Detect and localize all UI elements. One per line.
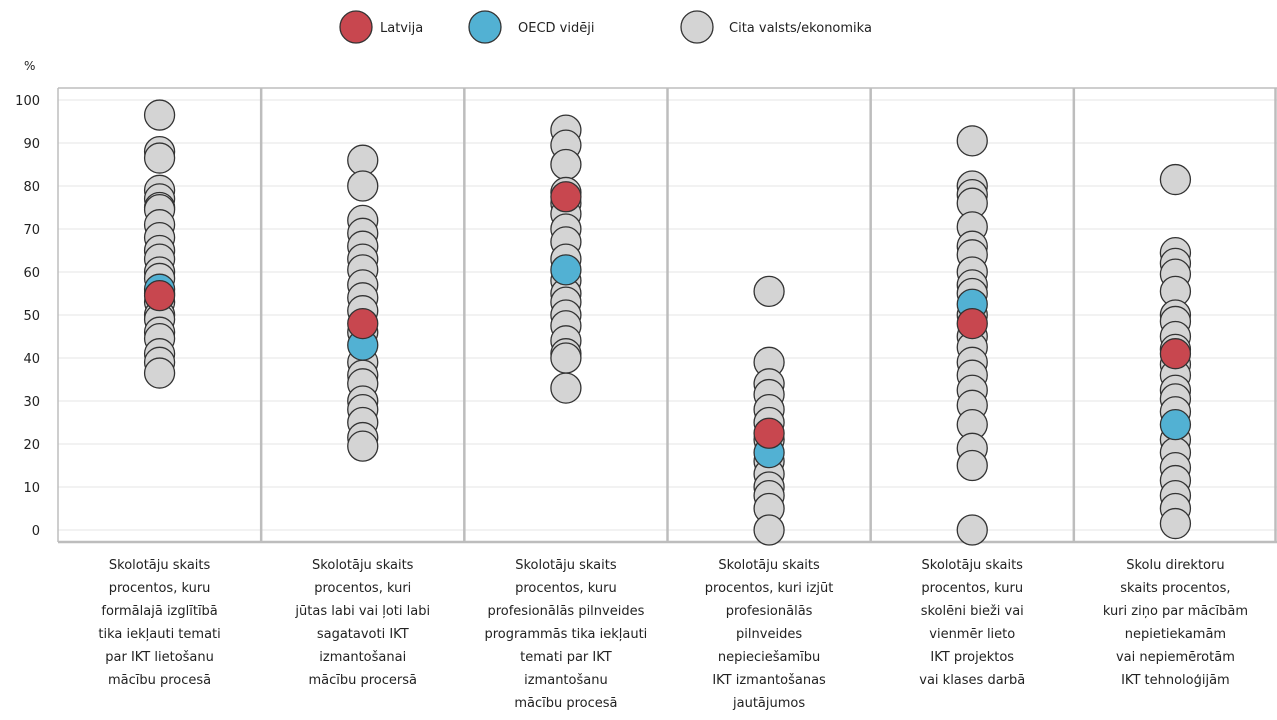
y-tick-label: 100 (15, 94, 40, 109)
category-labels: Skolotāju skaits procentos, kuru formālajā… (98, 558, 1248, 711)
y-tick-label: 70 (23, 223, 40, 238)
category-label-3: Skolotāju skaits procentos, kuru profesion… (485, 558, 648, 711)
point-latvija (143, 279, 176, 312)
point-latvija (753, 417, 785, 449)
legend-label-1: Latvija (380, 21, 423, 36)
category-label-5: Skolotāju skaits procentos, kuru skolēni b… (919, 558, 1025, 688)
legend-marker-1 (339, 10, 373, 44)
legend-marker-3 (680, 10, 714, 44)
point-oecd-average (550, 254, 582, 286)
y-tick-label: 80 (23, 180, 40, 195)
legend-label-3: Cita valsts/ekonomika (729, 21, 872, 36)
point-other-country (550, 372, 582, 404)
point-other-country (143, 99, 176, 131)
legend: Latvija OECD vidēji Cita valsts/ekonomika (339, 10, 872, 44)
category-label-4: Skolotāju skaits procentos, kuri izjūt pro… (705, 558, 834, 711)
y-axis-unit-label: % (24, 59, 35, 73)
point-other-country (347, 430, 379, 462)
panels (57, 87, 1277, 544)
point-latvija (956, 307, 988, 340)
point-other-country (143, 357, 176, 389)
point-other-country (956, 449, 988, 482)
category-label-6: Skolu direktoru skaits procentos, kuri ziņ… (1103, 558, 1248, 688)
y-tick-label: 0 (32, 524, 40, 539)
y-tick-label: 10 (23, 481, 40, 496)
point-other-country (1159, 163, 1192, 196)
y-tick-label: 30 (23, 395, 40, 410)
y-tick-label: 90 (23, 137, 40, 152)
point-latvija (1159, 338, 1192, 370)
point-other-country (550, 148, 582, 181)
point-other-country (753, 275, 785, 308)
category-label-2: Skolotāju skaits procentos, kuri jūtas lab… (294, 558, 430, 688)
legend-marker-2 (468, 10, 502, 44)
point-other-country (956, 125, 988, 157)
point-other-country (956, 514, 988, 546)
y-tick-label: 60 (23, 266, 40, 281)
point-other-country (1159, 507, 1192, 540)
point-other-country (550, 342, 582, 374)
point-other-country (753, 514, 785, 546)
point-other-country (347, 170, 379, 202)
y-axis-ticks: 0 10 20 30 40 50 60 70 80 90 100 (15, 94, 40, 539)
point-oecd-average (1159, 408, 1192, 441)
category-label-1: Skolotāju skaits procentos, kuru formālajā… (98, 558, 220, 688)
data-points (143, 99, 1192, 546)
point-latvija (347, 307, 379, 340)
legend-label-2: OECD vidēji (518, 21, 594, 36)
point-latvija (550, 181, 582, 213)
y-tick-label: 40 (23, 352, 40, 367)
point-other-country (143, 142, 176, 174)
y-tick-label: 20 (23, 438, 40, 453)
y-tick-label: 50 (23, 309, 40, 324)
